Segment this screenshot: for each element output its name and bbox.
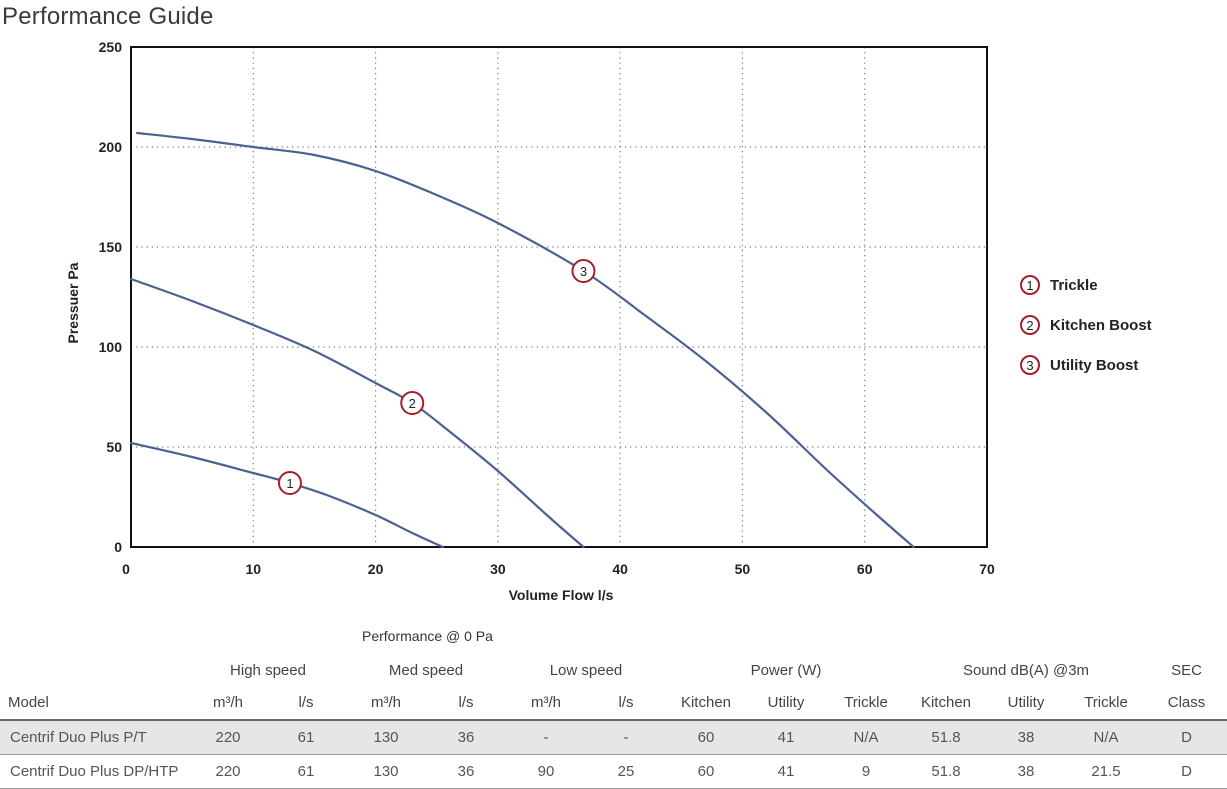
- table-row: Centrif Duo Plus P/T 220 61 130 36 - - 6…: [0, 720, 1227, 755]
- table-cell: -: [506, 720, 586, 755]
- cell-model: Centrif Duo Plus DP/HTP: [0, 754, 190, 789]
- column-header: l/s: [266, 686, 346, 721]
- table-cell: D: [1146, 754, 1227, 789]
- column-header: Class: [1146, 686, 1227, 721]
- table-cell: 51.8: [906, 720, 986, 755]
- table-cell: 25: [586, 754, 666, 789]
- column-header: Kitchen: [666, 686, 746, 721]
- table-cell: 220: [190, 720, 266, 755]
- x-tick-label: 50: [735, 561, 751, 577]
- chart-grid: [131, 47, 987, 547]
- y-tick-label: 0: [114, 539, 122, 555]
- page-title: Performance Guide: [2, 3, 214, 30]
- series-lines: [129, 131, 915, 549]
- y-tick-label: 100: [99, 339, 123, 355]
- table-cell: 36: [426, 720, 506, 755]
- group-header-med-speed: Med speed: [388, 661, 464, 679]
- x-tick-label: 20: [368, 561, 384, 577]
- axis-ticks: 0 10 20 30 40 50 60 70 0 50 100 150 200 250: [99, 39, 995, 577]
- table-cell: 38: [986, 754, 1066, 789]
- column-header: l/s: [586, 686, 666, 721]
- x-tick-label: 10: [245, 561, 261, 577]
- column-header: m³/h: [190, 686, 266, 721]
- table-cell: 60: [666, 720, 746, 755]
- column-header: Trickle: [826, 686, 906, 721]
- x-tick-label: 40: [612, 561, 628, 577]
- column-header: Utility: [746, 686, 826, 721]
- table-cell: D: [1146, 720, 1227, 755]
- table-cell: 21.5: [1066, 754, 1146, 789]
- y-tick-label: 150: [99, 239, 123, 255]
- table-cell: 51.8: [906, 754, 986, 789]
- chart-legend: 1 Trickle 2 Kitchen Boost 3 Utility Boos…: [1020, 272, 1152, 392]
- table-cell: 38: [986, 720, 1066, 755]
- legend-item-kitchen-boost: 2 Kitchen Boost: [1020, 312, 1152, 338]
- legend-marker-1: 1: [1020, 275, 1040, 295]
- y-tick-label: 200: [99, 139, 123, 155]
- column-header-model: Model: [0, 686, 190, 721]
- table-cell: N/A: [826, 720, 906, 755]
- performance-chart: 0 10 20 30 40 50 60 70 0 50 100 150 200 250 1 2 3 Volum…: [65, 39, 995, 603]
- group-header-empty: [0, 654, 190, 686]
- series-line-2: [129, 277, 585, 549]
- table-cell: 61: [266, 754, 346, 789]
- y-tick-label: 50: [106, 439, 122, 455]
- x-tick-label: 70: [979, 561, 995, 577]
- table-cell: 60: [666, 754, 746, 789]
- series-marker-1: [277, 471, 302, 495]
- series-markers: 1 2 3: [277, 259, 596, 495]
- table-cell: 41: [746, 754, 826, 789]
- table-cell: 130: [346, 754, 426, 789]
- x-axis-label: Volume Flow l/s: [509, 587, 614, 603]
- series-marker-2: [400, 391, 425, 415]
- x-tick-label: 60: [857, 561, 873, 577]
- column-header: Trickle: [1066, 686, 1146, 721]
- column-header: Kitchen: [906, 686, 986, 721]
- column-header: m³/h: [506, 686, 586, 721]
- table-cell: 220: [190, 754, 266, 789]
- legend-item-utility-boost: 3 Utility Boost: [1020, 352, 1152, 378]
- cell-model: Centrif Duo Plus P/T: [0, 720, 190, 755]
- group-header-sec: SEC: [1171, 661, 1202, 679]
- plot-frame: [130, 46, 988, 548]
- legend-item-trickle: 1 Trickle: [1020, 272, 1152, 298]
- x-tick-label: 30: [490, 561, 506, 577]
- table-row: Centrif Duo Plus DP/HTP 220 61 130 36 90…: [0, 754, 1227, 789]
- series-line-1: [129, 441, 444, 549]
- table-cell: 90: [506, 754, 586, 789]
- x-tick-label: 0: [122, 561, 130, 577]
- legend-marker-3: 3: [1020, 355, 1040, 375]
- table-unit-header-row: Model m³/h l/s m³/h l/s m³/h l/s Kitchen…: [0, 686, 1227, 721]
- series-marker-3: [571, 259, 596, 283]
- group-header-sound: Sound dB(A) @3m: [962, 661, 1090, 679]
- table-cell: 61: [266, 720, 346, 755]
- legend-label: Trickle: [1050, 276, 1098, 294]
- table-cell: -: [586, 720, 666, 755]
- table-cell: 130: [346, 720, 426, 755]
- group-header-high-speed: High speed: [230, 661, 306, 679]
- series-marker-label: 2: [409, 396, 416, 411]
- table-caption: Performance @ 0 Pa: [362, 628, 493, 644]
- y-tick-label: 250: [99, 39, 123, 55]
- performance-table: High speed Med speed Low speed Power (W)…: [0, 654, 1227, 789]
- series-marker-label: 3: [580, 264, 587, 279]
- legend-marker-2: 2: [1020, 315, 1040, 335]
- y-axis-label: Pressuer Pa: [65, 262, 81, 343]
- table-cell: 9: [826, 754, 906, 789]
- table-cell: 36: [426, 754, 506, 789]
- group-header-power: Power (W): [750, 661, 822, 679]
- series-marker-label: 1: [286, 476, 293, 491]
- legend-label: Kitchen Boost: [1050, 316, 1152, 334]
- column-header: l/s: [426, 686, 506, 721]
- column-header: m³/h: [346, 686, 426, 721]
- table-group-header-row: High speed Med speed Low speed Power (W)…: [0, 654, 1227, 686]
- legend-label: Utility Boost: [1050, 356, 1139, 374]
- table-cell: N/A: [1066, 720, 1146, 755]
- column-header: Utility: [986, 686, 1066, 721]
- table-cell: 41: [746, 720, 826, 755]
- series-line-3: [136, 131, 915, 549]
- group-header-low-speed: Low speed: [549, 661, 623, 679]
